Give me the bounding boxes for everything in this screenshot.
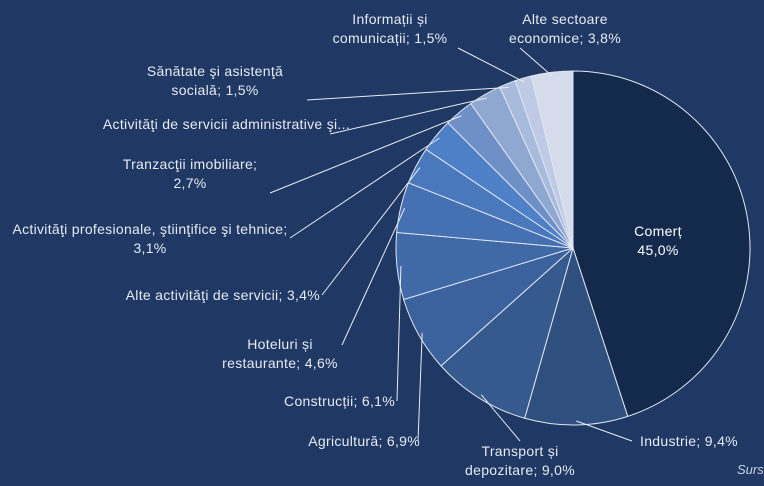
label-separator: ; [283, 221, 288, 237]
slice-label: Alte sectoare economice; 3,8% [500, 10, 630, 48]
label-separator: ; [696, 433, 705, 449]
pie-slice [524, 246, 629, 426]
label-separator: ; [253, 156, 258, 172]
slice-label: Informații și comunicații; 1,5% [320, 10, 460, 48]
category-label: Agricultură [308, 433, 379, 449]
leader-line [321, 167, 421, 296]
category-label: Activităţi profesionale, ştiinţifice şi … [12, 221, 284, 237]
leader-line [341, 207, 406, 346]
value-label: 1,5% [414, 30, 448, 46]
category-label: Activităţi de servicii administrative şi… [102, 116, 350, 132]
leader-line [269, 115, 462, 194]
label-separator: ; [579, 30, 588, 46]
pie-slice [530, 70, 574, 249]
pie-slice [572, 70, 751, 417]
source: Surs [737, 462, 764, 477]
leader-line [289, 137, 440, 239]
value-label: 6,1% [361, 393, 395, 409]
leader-line [329, 97, 487, 135]
slice-label: Hoteluri și restaurante; 4,6% [210, 335, 350, 373]
category-label: Construcții [284, 393, 354, 409]
label-separator: ; [378, 433, 387, 449]
category-label: Informații și comunicații [332, 11, 428, 46]
slice-label: Construcții; 6,1% [200, 392, 395, 411]
slice-label: Comerț 45,0% [618, 222, 698, 260]
category-label: Transport și depozitare [465, 443, 559, 478]
slice-label: Tranzacţii imobiliare; 2,7% [110, 155, 270, 193]
label-separator: ; [296, 355, 305, 371]
value-label: 9,4% [704, 433, 738, 449]
leader-line [457, 47, 525, 83]
leader-line [417, 332, 423, 442]
slice-label: Sănătate şi asistenţă socială; 1,5% [120, 62, 310, 100]
label-separator: ; [533, 462, 542, 478]
category-label: Hoteluri și restaurante [222, 336, 313, 371]
label-separator: ; [353, 393, 362, 409]
value-label: 2,7% [173, 175, 207, 191]
slice-label: Agricultură; 6,9% [230, 432, 420, 451]
leader-line [519, 47, 553, 77]
value-label: 6,9% [386, 433, 420, 449]
category-label: Alte activităţi de servicii [125, 287, 279, 303]
slice-label: Industrie; 9,4% [640, 432, 764, 451]
slice-label: Transport și depozitare; 9,0% [445, 442, 595, 480]
value-label: 1,5% [225, 82, 259, 98]
label-separator: ; [217, 82, 226, 98]
category-label: Tranzacţii imobiliare [122, 156, 254, 172]
value-label: 3,1% [133, 240, 167, 256]
slice-label: Activităţi profesionale, ştiinţifice şi … [0, 220, 300, 258]
leader-line [396, 265, 402, 402]
category-label: Sănătate şi asistenţă socială [146, 63, 284, 98]
label-separator: ; [278, 287, 287, 303]
leader-line [576, 420, 633, 442]
value-label: 9,0% [541, 462, 575, 478]
category-label: Comerț [634, 223, 682, 239]
slice-label: Activităţi de servicii administrative şi… [20, 115, 350, 134]
pie-slice [440, 246, 574, 419]
value-label: 4,6% [304, 355, 338, 371]
leader-line [480, 394, 521, 442]
category-label: Industrie [640, 433, 697, 449]
value-label: 3,8% [587, 30, 621, 46]
label-separator: ; [405, 30, 415, 46]
leader-line [306, 86, 509, 101]
value-label: 45,0% [637, 242, 679, 258]
value-label: 3,4% [286, 287, 320, 303]
slice-label: Alte activităţi de servicii; 3,4% [40, 286, 320, 305]
category-label: Alte sectoare economice [509, 11, 608, 46]
